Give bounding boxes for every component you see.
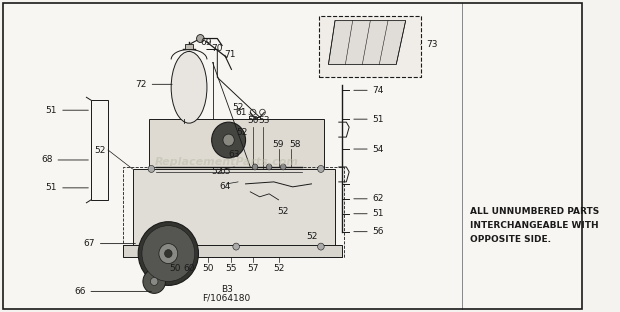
- Circle shape: [317, 243, 324, 250]
- Bar: [149, 119, 324, 169]
- Text: 51: 51: [354, 209, 384, 218]
- Bar: [319, 16, 421, 77]
- Text: 52: 52: [236, 128, 247, 137]
- Text: 53: 53: [259, 116, 270, 125]
- Circle shape: [317, 165, 324, 173]
- Text: 66: 66: [74, 287, 151, 296]
- Text: 67: 67: [83, 239, 135, 248]
- Text: 70: 70: [211, 44, 223, 53]
- Circle shape: [252, 164, 258, 170]
- Circle shape: [159, 244, 178, 264]
- Text: 51: 51: [46, 106, 88, 115]
- Circle shape: [148, 243, 154, 250]
- Text: ReplacementParts.com: ReplacementParts.com: [155, 157, 299, 167]
- Circle shape: [138, 222, 198, 285]
- Text: 62: 62: [354, 194, 384, 203]
- Circle shape: [148, 165, 154, 173]
- Text: 64: 64: [219, 182, 231, 191]
- Text: 65: 65: [219, 168, 231, 176]
- Bar: [185, 43, 193, 50]
- Text: INTERCHANGEABLE WITH: INTERCHANGEABLE WITH: [470, 221, 598, 230]
- Circle shape: [151, 277, 158, 285]
- Text: 54: 54: [354, 144, 384, 154]
- Text: 58: 58: [289, 139, 300, 149]
- Text: 60: 60: [184, 264, 195, 273]
- Circle shape: [142, 226, 195, 281]
- Text: 71: 71: [224, 50, 236, 59]
- Text: 74: 74: [354, 86, 384, 95]
- Text: 52: 52: [232, 103, 255, 118]
- Text: 51: 51: [354, 115, 384, 124]
- Circle shape: [223, 134, 234, 146]
- Polygon shape: [329, 21, 405, 64]
- Text: 61: 61: [235, 108, 247, 117]
- Circle shape: [266, 164, 272, 170]
- Text: 63: 63: [229, 149, 240, 158]
- Circle shape: [143, 270, 166, 293]
- Text: 50: 50: [247, 116, 259, 125]
- Text: 72: 72: [135, 80, 172, 89]
- Text: 50: 50: [169, 264, 180, 273]
- Bar: [123, 245, 342, 256]
- Circle shape: [280, 164, 286, 170]
- Circle shape: [233, 243, 239, 250]
- Text: 59: 59: [273, 139, 285, 149]
- Text: 68: 68: [41, 155, 88, 164]
- Ellipse shape: [171, 51, 207, 123]
- Circle shape: [211, 122, 246, 158]
- Bar: [91, 100, 108, 200]
- Text: OPPOSITE SIDE.: OPPOSITE SIDE.: [470, 235, 551, 244]
- Text: 51: 51: [46, 183, 88, 193]
- Text: 52: 52: [211, 168, 223, 176]
- Ellipse shape: [197, 35, 204, 42]
- Text: ALL UNNUMBERED PARTS: ALL UNNUMBERED PARTS: [470, 207, 599, 216]
- Text: 52: 52: [278, 207, 289, 216]
- Text: F/1064180: F/1064180: [203, 294, 251, 303]
- Text: 56: 56: [354, 227, 384, 236]
- Text: 69: 69: [200, 38, 212, 47]
- Text: 55: 55: [226, 264, 237, 273]
- Text: 50: 50: [202, 264, 214, 273]
- Text: 52: 52: [306, 232, 317, 241]
- Bar: [133, 169, 335, 246]
- Text: 52: 52: [94, 145, 105, 154]
- Bar: [123, 167, 345, 256]
- Text: B3: B3: [221, 285, 232, 294]
- Text: 57: 57: [247, 264, 259, 273]
- Text: 52: 52: [273, 264, 284, 273]
- Circle shape: [164, 250, 172, 257]
- Text: 73: 73: [421, 40, 438, 49]
